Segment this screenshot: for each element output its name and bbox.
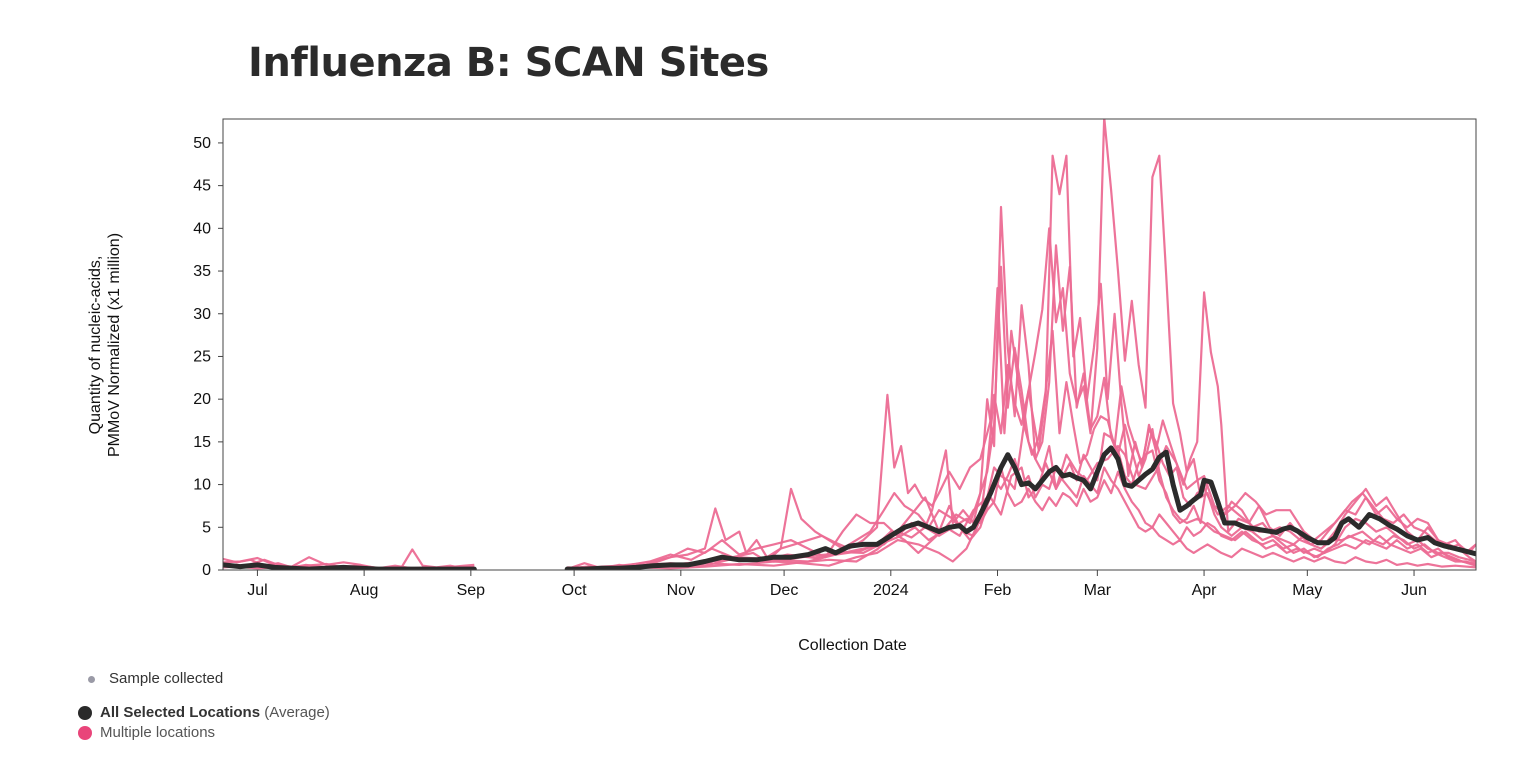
site-dot-icon <box>78 726 92 741</box>
plot-frame <box>222 118 1477 571</box>
y-tick-label: 25 <box>193 348 211 365</box>
x-tick-label: Aug <box>350 582 378 599</box>
site-series-line <box>223 205 1476 570</box>
x-tick-label: Apr <box>1192 582 1218 599</box>
x-tick-label: 2024 <box>873 582 909 599</box>
legend-multiple-locations[interactable]: Multiple locations <box>78 724 215 741</box>
legend-sample-label: Sample collected <box>109 670 224 687</box>
x-tick-label: Feb <box>984 582 1012 599</box>
site-series-line <box>567 457 1476 570</box>
x-tick-label: Sep <box>457 582 486 599</box>
legend-average-label: All Selected Locations <box>100 704 261 721</box>
y-tick-label: 35 <box>193 263 211 280</box>
site-series-line <box>567 466 1476 570</box>
x-tick-label: Jul <box>247 582 267 599</box>
site-series-line <box>223 265 1476 570</box>
legend-multi-label: Multiple locations <box>100 724 216 741</box>
y-tick-label: 40 <box>193 220 211 237</box>
site-series-line <box>567 154 1476 570</box>
y-tick-label: 45 <box>193 178 211 195</box>
y-tick-label: 20 <box>193 391 211 408</box>
average-dot-icon <box>78 706 92 721</box>
y-tick-label: 5 <box>202 519 211 536</box>
series-group <box>223 119 1476 570</box>
y-tick-label: 10 <box>193 477 211 494</box>
x-axis-label: Collection Date <box>798 637 907 654</box>
x-tick-label: May <box>1292 582 1322 599</box>
x-tick-label: Dec <box>770 582 798 599</box>
y-tick-label: 30 <box>193 306 211 323</box>
legend-average[interactable]: All Selected Locations (Average) <box>78 704 330 721</box>
legend-average-suffix: (Average) <box>260 704 330 721</box>
site-series-line <box>223 119 1476 570</box>
legend-sample-collected[interactable]: Sample collected <box>78 670 223 687</box>
chart-title: Influenza B: SCAN Sites <box>248 40 769 86</box>
sample-dot-icon <box>88 675 95 683</box>
x-tick-label: Nov <box>667 582 695 599</box>
y-axis-label-line: Quantity of nucleic-acids, <box>87 256 104 435</box>
y-axis-label: Quantity of nucleic-acids, PMMoV Normaliz… <box>87 233 123 457</box>
y-tick-label: 50 <box>193 135 211 152</box>
x-tick-label: Mar <box>1084 582 1112 599</box>
y-tick-label: 15 <box>193 434 211 451</box>
average-series-line <box>223 445 1476 570</box>
x-tick-label: Oct <box>562 582 587 599</box>
x-tick-label: Jun <box>1401 582 1427 599</box>
y-axis-label-line: PMMoV Normalized (x1 million) <box>106 233 123 457</box>
y-tick-label: 0 <box>202 562 211 579</box>
